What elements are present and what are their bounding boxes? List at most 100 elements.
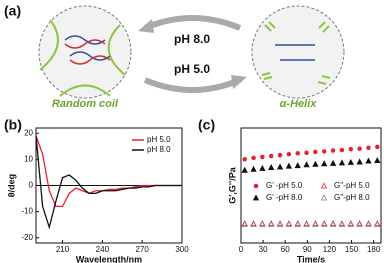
y-tick-label: 10 xyxy=(24,154,33,163)
point xyxy=(242,157,247,162)
point xyxy=(312,220,319,227)
point xyxy=(276,163,284,170)
point xyxy=(276,220,284,227)
point xyxy=(285,162,293,169)
point xyxy=(250,220,257,227)
point xyxy=(374,220,381,227)
point xyxy=(313,149,318,155)
x-tick-label: 210 xyxy=(56,245,70,254)
point xyxy=(374,220,381,227)
point xyxy=(259,220,266,227)
point xyxy=(329,220,337,227)
point xyxy=(277,152,283,158)
point xyxy=(268,220,275,227)
legend-label: G''-pH 5.0 xyxy=(334,181,370,190)
state-label: α-Helix xyxy=(280,98,318,110)
point xyxy=(365,220,372,227)
x-tick-label: 30 xyxy=(259,245,268,254)
point xyxy=(347,220,354,227)
panel-label: (c) xyxy=(198,117,215,133)
legend-label: pH 5.0 xyxy=(147,135,171,144)
legend-swatch xyxy=(320,182,328,189)
point xyxy=(250,220,257,227)
y-tick-label: 0 xyxy=(29,181,34,190)
legend-label: G' -pH 8.0 xyxy=(266,193,303,202)
condition-label: pH 8.0 xyxy=(174,32,210,46)
point xyxy=(304,150,309,156)
point xyxy=(374,157,381,164)
x-tick-label: 90 xyxy=(303,245,312,254)
point xyxy=(321,220,328,227)
point xyxy=(366,145,371,151)
legend-swatch xyxy=(253,183,259,189)
point xyxy=(329,220,337,227)
x-tick-label: 120 xyxy=(323,245,337,254)
arrow-head xyxy=(138,19,154,33)
panel-label: (a) xyxy=(4,3,21,19)
point xyxy=(294,162,301,169)
point xyxy=(356,220,363,227)
peptide-strand xyxy=(39,19,126,97)
point xyxy=(295,151,300,156)
panel-label: (b) xyxy=(4,117,22,133)
x-tick-label: 270 xyxy=(136,245,150,254)
point xyxy=(322,149,327,154)
legend-label: G''-pH 8.0 xyxy=(334,193,370,202)
point xyxy=(338,220,346,227)
point xyxy=(356,158,363,165)
point xyxy=(375,144,380,150)
point xyxy=(294,220,301,227)
x-tick-label: 150 xyxy=(345,245,359,254)
point xyxy=(338,159,346,166)
point xyxy=(347,158,354,165)
point xyxy=(294,220,301,227)
legend-label: G' -pH 5.0 xyxy=(266,181,303,190)
point xyxy=(303,161,310,168)
y-tick-label: -20 xyxy=(21,233,33,242)
point xyxy=(241,220,248,227)
plot-frame xyxy=(240,127,382,244)
arrow xyxy=(143,15,242,31)
point xyxy=(268,220,275,227)
point xyxy=(303,220,310,227)
arrow-head xyxy=(231,75,247,89)
point xyxy=(338,220,346,227)
point xyxy=(241,220,248,227)
helix-circle xyxy=(251,5,345,99)
point xyxy=(250,165,257,172)
x-tick-label: 300 xyxy=(175,245,189,254)
scheme: (a) pH 8.0 pH 5.0 Random coil α-Helix xyxy=(4,3,345,110)
point xyxy=(285,220,293,227)
point xyxy=(329,159,337,166)
point xyxy=(268,153,274,159)
x-tick-label: 0 xyxy=(239,245,244,254)
coil-circle xyxy=(38,5,132,99)
point xyxy=(268,163,275,170)
point xyxy=(365,220,372,227)
point xyxy=(365,157,372,164)
point xyxy=(357,146,362,151)
state-label: Random coil xyxy=(52,98,119,110)
x-tick-label: 240 xyxy=(96,245,110,254)
y-axis-label: G',G''/Pa xyxy=(227,166,237,203)
y-tick-label: -10 xyxy=(21,207,33,216)
x-axis-label: Time/s xyxy=(297,254,325,263)
point xyxy=(321,160,328,167)
point xyxy=(276,220,284,227)
dna-strand xyxy=(64,39,111,65)
point xyxy=(347,220,354,227)
point xyxy=(330,148,336,153)
point xyxy=(321,220,328,227)
point xyxy=(260,154,265,160)
point xyxy=(259,220,266,227)
point xyxy=(312,220,319,227)
point xyxy=(339,147,345,153)
y-tick-label: 20 xyxy=(24,128,33,137)
x-tick-label: 60 xyxy=(281,245,290,254)
x-tick-label: 180 xyxy=(367,245,381,254)
point xyxy=(285,220,293,227)
point xyxy=(303,220,310,227)
series-line xyxy=(35,135,182,230)
condition-label: pH 5.0 xyxy=(174,62,210,76)
dna-strand xyxy=(64,35,315,61)
